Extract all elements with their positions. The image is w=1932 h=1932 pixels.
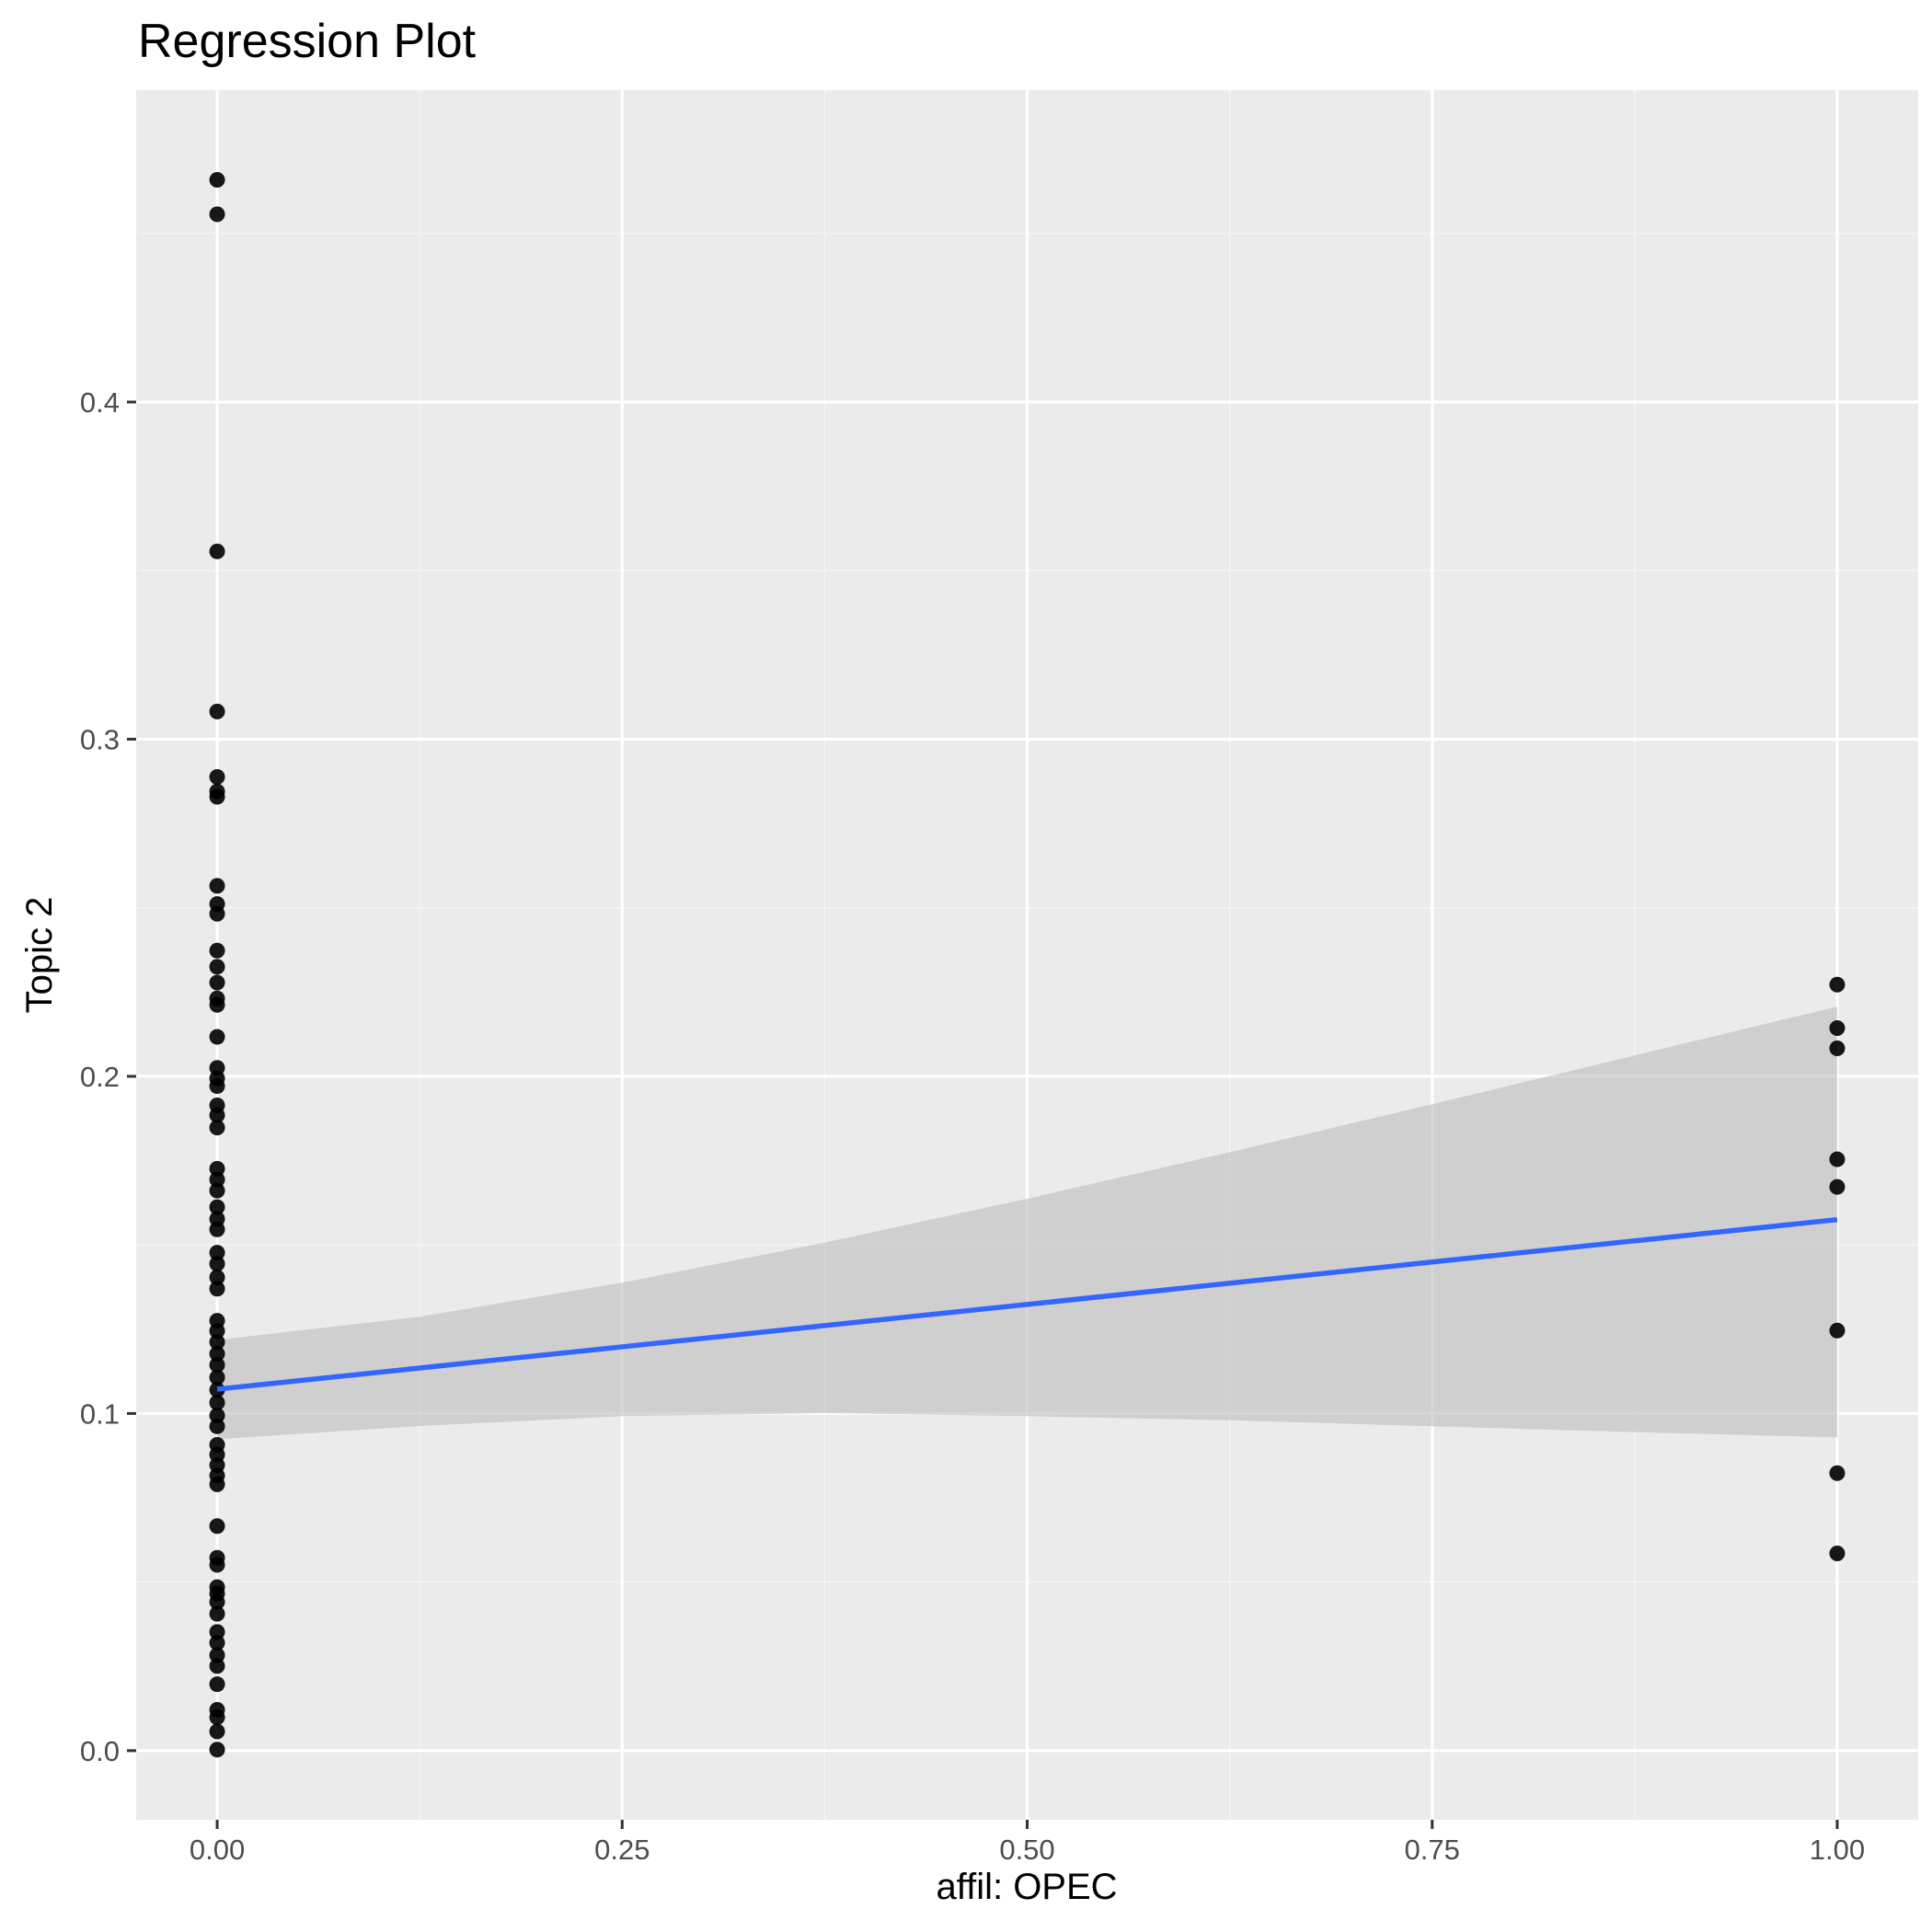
data-point: [209, 1221, 225, 1237]
y-tick-label: 0.4: [80, 386, 120, 419]
data-point: [209, 1408, 225, 1424]
y-tick-label: 0.2: [80, 1061, 120, 1093]
data-point: [1829, 976, 1846, 993]
data-point: [209, 1742, 225, 1758]
x-axis: 0.00 0.25 0.50 0.75 1.00: [190, 1820, 1865, 1866]
data-point: [209, 171, 225, 188]
chart-title: Regression Plot: [138, 15, 477, 68]
data-points: [209, 171, 1846, 1758]
data-point: [209, 1323, 225, 1340]
x-tick-label: 1.00: [1810, 1834, 1865, 1866]
data-point: [209, 1120, 225, 1136]
data-point: [209, 788, 225, 805]
data-point: [1829, 1545, 1846, 1561]
data-point: [209, 1676, 225, 1693]
regression-line: [216, 1216, 1838, 1392]
confidence-band: [217, 1006, 1837, 1440]
data-point: [209, 1269, 225, 1285]
data-point: [209, 206, 225, 223]
y-axis-label: Topic 2: [19, 897, 60, 1014]
x-axis-label: affil: OPEC: [936, 1867, 1117, 1907]
data-point: [209, 942, 225, 959]
data-point: [209, 1418, 225, 1434]
data-point: [209, 1171, 225, 1188]
data-point: [1829, 1322, 1846, 1339]
data-point: [1829, 1179, 1846, 1195]
data-point: [209, 1029, 225, 1045]
data-point: [209, 1107, 225, 1123]
y-tick-label: 0.1: [80, 1397, 120, 1430]
data-point: [209, 1346, 225, 1363]
data-point: [209, 1476, 225, 1492]
y-axis: 0.0 0.1 0.2 0.3 0.4: [80, 386, 136, 1767]
data-point: [1829, 1465, 1846, 1481]
data-point: [209, 543, 225, 559]
data-point: [209, 1078, 225, 1095]
data-point: [209, 1658, 225, 1674]
data-point: [209, 1334, 225, 1351]
data-point: [209, 959, 225, 975]
data-point: [209, 974, 225, 991]
data-point: [209, 1382, 225, 1398]
y-tick-label: 0.0: [80, 1735, 120, 1767]
data-point: [209, 1709, 225, 1726]
data-point: [209, 1605, 225, 1622]
y-tick-label: 0.3: [80, 723, 120, 755]
data-point: [209, 1182, 225, 1199]
data-point: [209, 1647, 225, 1663]
data-point: [209, 1160, 225, 1177]
data-point: [209, 1199, 225, 1215]
data-point: [209, 996, 225, 1013]
data-point: [209, 1593, 225, 1610]
data-point: [209, 1624, 225, 1640]
data-point: [209, 1723, 225, 1740]
x-tick-label: 0.50: [999, 1834, 1054, 1866]
data-point: [209, 1369, 225, 1386]
data-point: [209, 1256, 225, 1272]
data-point: [1829, 1020, 1846, 1037]
data-point: [209, 1557, 225, 1573]
x-tick-label: 0.75: [1405, 1834, 1460, 1866]
data-point: [209, 1518, 225, 1535]
data-point: [1829, 1041, 1846, 1057]
data-point: [209, 703, 225, 719]
fit-line-layer: [216, 1216, 1838, 1392]
confidence-band-layer: [217, 1006, 1837, 1440]
data-point: [209, 1281, 225, 1297]
data-point: [209, 878, 225, 894]
data-point: [209, 769, 225, 786]
data-point: [209, 1245, 225, 1261]
data-point: [209, 905, 225, 922]
x-tick-label: 0.00: [190, 1834, 245, 1866]
data-point: [209, 1357, 225, 1374]
data-point: [209, 1635, 225, 1651]
data-point: [1829, 1151, 1846, 1167]
data-point: [209, 1395, 225, 1411]
x-tick-label: 0.25: [594, 1834, 650, 1866]
